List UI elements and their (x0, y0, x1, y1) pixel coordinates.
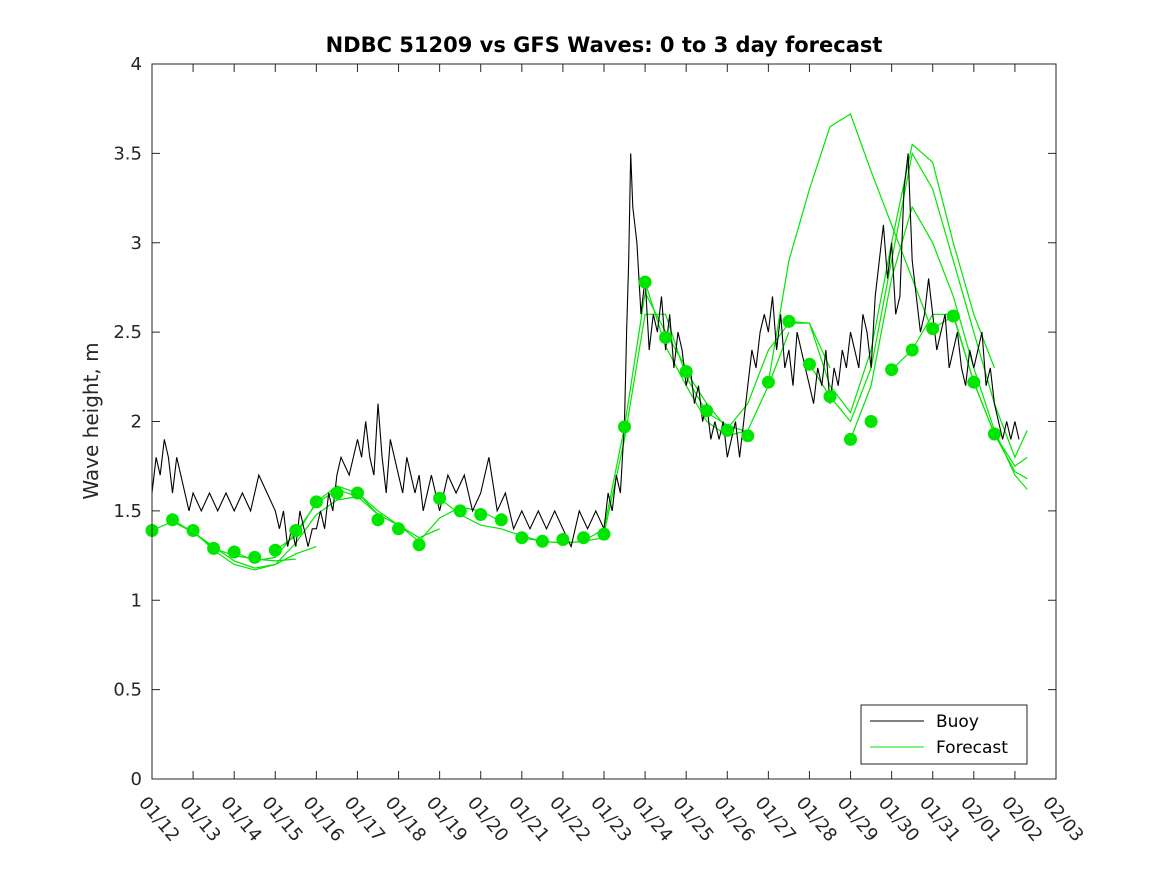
y-tick-label: 2 (131, 412, 142, 433)
forecast-marker (474, 508, 488, 521)
forecast-marker (166, 513, 179, 527)
forecast-marker (433, 491, 447, 505)
forecast-marker (330, 486, 344, 500)
buoy-line (151, 153, 1020, 549)
forecast-marker (309, 495, 323, 509)
legend-label-forecast: Forecast (936, 738, 1008, 758)
forecast-marker (885, 363, 899, 377)
y-axis-label: Wave height, m (79, 342, 103, 499)
forecast-marker (597, 527, 611, 541)
legend-box (860, 704, 1028, 765)
forecast-marker (186, 524, 200, 537)
forecast-marker (618, 420, 631, 434)
forecast-marker (720, 423, 734, 437)
forecast-marker (494, 513, 508, 527)
plot-frame (151, 63, 1057, 780)
forecast-marker (515, 531, 529, 545)
forecast-marker (987, 427, 1001, 441)
forecast-marker (392, 522, 405, 536)
forecast-marker (248, 550, 262, 564)
y-tick-label: 1 (131, 590, 142, 611)
forecast-marker (761, 375, 775, 389)
forecast-marker (227, 545, 241, 559)
forecast-marker (905, 343, 919, 357)
forecast-markers (145, 275, 1001, 564)
forecast-marker (864, 415, 878, 428)
y-tick-label: 3.5 (113, 143, 142, 164)
forecast-marker (351, 486, 364, 500)
y-tick-label: 0.5 (113, 680, 142, 701)
forecast-marker (268, 543, 282, 557)
forecast-marker (844, 432, 857, 446)
forecast-marker (679, 365, 693, 378)
forecast-marker (207, 541, 221, 555)
forecast-line (767, 113, 934, 383)
forecast-marker (453, 504, 467, 518)
legend: Buoy Forecast (860, 704, 1028, 765)
y-tick-label: 2.5 (113, 322, 142, 343)
y-tick-label: 1.5 (113, 501, 142, 522)
legend-label-buoy: Buoy (936, 712, 979, 732)
y-tick-label: 3 (131, 233, 142, 254)
plot-area (152, 64, 1056, 779)
forecast-marker (535, 534, 549, 548)
forecast-marker (803, 357, 816, 371)
forecast-marker (967, 375, 981, 389)
forecast-marker (926, 322, 940, 336)
forecast-marker (700, 404, 714, 418)
forecast-marker (638, 275, 652, 289)
forecast-marker (289, 524, 303, 537)
y-tick-label: 0 (131, 769, 142, 790)
forecast-marker (412, 538, 426, 552)
forecast-marker (741, 429, 755, 443)
forecast-marker (556, 533, 570, 546)
forecast-marker (577, 531, 590, 545)
forecast-marker (946, 309, 960, 323)
forecast-line (808, 151, 1028, 459)
forecast-marker (782, 314, 796, 328)
forecast-line (192, 496, 358, 571)
forecast-marker (371, 513, 385, 527)
forecast-marker (659, 331, 673, 344)
chart-title: NDBC 51209 vs GFS Waves: 0 to 3 day fore… (326, 33, 883, 57)
y-tick-label: 4 (131, 54, 142, 75)
forecast-marker (823, 390, 837, 403)
buoy-line-group (151, 153, 1020, 549)
